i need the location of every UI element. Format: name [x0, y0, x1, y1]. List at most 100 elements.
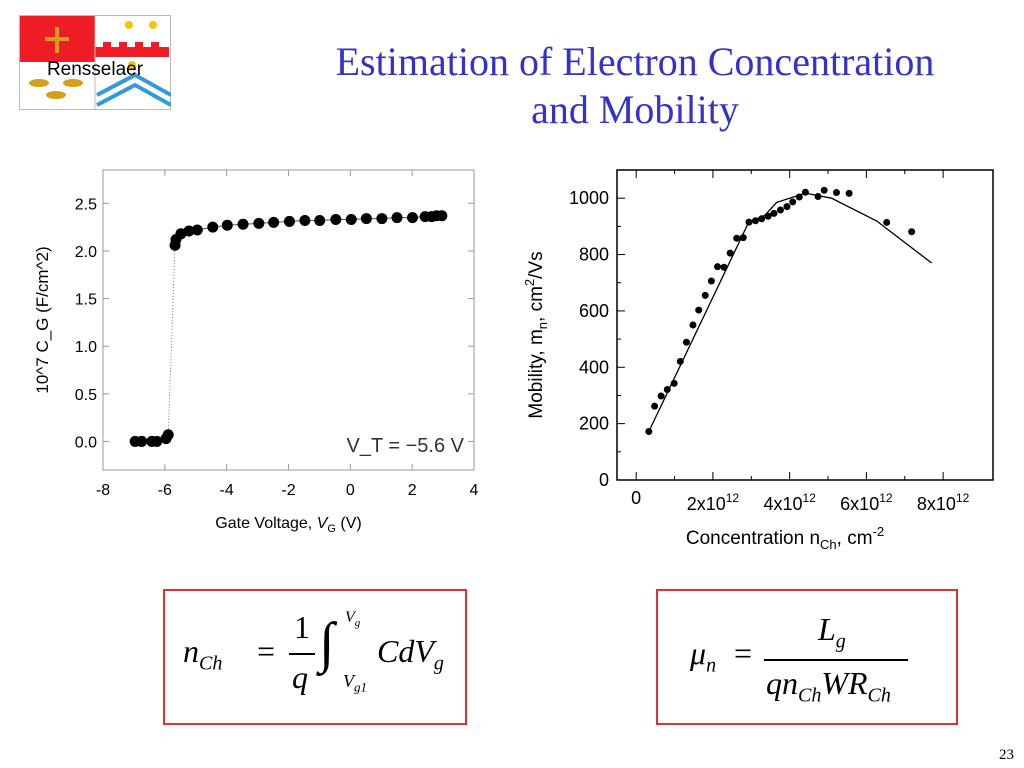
plot-frame — [616, 169, 994, 481]
lhs-symbol: μ — [690, 635, 707, 671]
formula-numerator: 1 — [294, 609, 310, 645]
y-tick-label: 1.0 — [75, 339, 97, 356]
mobility-chart: 0 2x1012 4x1012 6x1012 8x1012 0 200 400 600 800 10… — [522, 169, 994, 552]
data-point — [883, 218, 891, 226]
data-point — [745, 218, 753, 226]
lhs-symbol: n — [183, 633, 199, 669]
x-tick-label: 4 — [470, 482, 479, 499]
data-point — [663, 386, 671, 394]
numerator-symbol: L — [818, 611, 836, 647]
data-point — [436, 210, 448, 222]
y-axis-label: Mobility, mn, cm2/Vs — [522, 251, 550, 418]
title-line-1: Estimation of Electron Concentration — [335, 39, 935, 84]
concentration-formula-box: nCh = 1 q ∫ Vg Vg1 CdVg — [163, 589, 467, 725]
x-axis-label: Concentration nCh, cm-2 — [686, 524, 884, 552]
data-point — [651, 402, 659, 410]
data-point — [739, 234, 747, 242]
data-point — [314, 214, 326, 226]
data-point — [707, 277, 715, 285]
y-tick-label: 800 — [579, 245, 609, 265]
data-point — [752, 217, 760, 225]
data-point — [237, 218, 249, 230]
formula-lhs: μn — [690, 635, 716, 677]
capacitance-chart: -8 -6 -4 -2 0 2 4 0.0 0.5 1.0 1.5 2.0 2.5 V_T = −5.6 … — [33, 169, 479, 535]
x-axis-label: Gate Voltage, VG (V) — [215, 515, 361, 535]
x-tick-label: 0 — [346, 482, 355, 499]
formula-denominator: qnChWRCh — [766, 665, 891, 707]
y-tick-label: 1.5 — [75, 292, 97, 309]
upper-limit-subscript: g — [354, 617, 361, 630]
upper-limit: Vg — [345, 609, 360, 629]
y-tick-label: 1000 — [569, 188, 609, 208]
data-point — [645, 428, 653, 436]
x-tick-label: 2x1012 — [687, 491, 740, 514]
y-tick-label: 600 — [579, 301, 609, 321]
lower-limit: Vg1 — [343, 671, 367, 696]
transition-dotted-line — [167, 245, 176, 435]
data-point — [657, 392, 665, 400]
lhs-subscript: n — [706, 654, 717, 677]
fraction-bar — [289, 653, 315, 655]
y-tick-label: 2.0 — [75, 244, 97, 261]
x-tick-label: 8x1012 — [917, 491, 970, 514]
formula-lhs: nCh — [183, 633, 222, 675]
integrand-symbol: CdV — [377, 633, 434, 669]
data-point — [764, 212, 772, 220]
fraction-bar — [764, 659, 908, 661]
y-axis-label: 10^7 C_G (F/cm^2) — [33, 246, 52, 393]
slide-title: Estimation of Electron Concentration and… — [250, 38, 1020, 134]
lhs-subscript: Ch — [199, 652, 223, 675]
x-tick-label: -2 — [281, 482, 295, 499]
data-point — [299, 214, 311, 226]
data-point — [253, 217, 265, 229]
x-tick-label: -4 — [220, 482, 234, 499]
data-point — [689, 321, 697, 329]
data-point — [136, 435, 148, 447]
y-tick-label: 200 — [579, 414, 609, 434]
data-point — [770, 209, 778, 217]
plot-frame — [102, 169, 475, 471]
formula-denominator: q — [292, 659, 308, 695]
x-tick-label: -8 — [96, 482, 110, 499]
data-point — [406, 212, 418, 224]
data-point — [758, 215, 766, 223]
x-tick-label: 2 — [408, 482, 417, 499]
data-point — [695, 306, 703, 314]
data-point — [845, 189, 853, 197]
rensselaer-logo: Rensselaer — [19, 15, 172, 115]
lower-limit-subscript: g1 — [354, 679, 367, 695]
denominator-subscript-2: Ch — [867, 684, 891, 707]
data-point — [151, 435, 163, 447]
data-point — [268, 216, 280, 228]
integrand: CdVg — [377, 633, 444, 675]
denominator-subscript-1: Ch — [798, 684, 822, 707]
data-point — [701, 291, 709, 299]
formula-numerator: Lg — [818, 611, 846, 653]
data-point — [283, 215, 295, 227]
data-point — [207, 221, 219, 233]
y-tick-label: 0.5 — [75, 387, 97, 404]
data-point — [221, 219, 233, 231]
data-point — [789, 198, 797, 206]
formula-equals: = — [257, 633, 276, 669]
fit-line — [648, 192, 933, 432]
data-point — [820, 186, 828, 194]
data-point — [776, 206, 784, 214]
integrand-subscript: g — [433, 652, 444, 675]
data-point — [162, 429, 174, 441]
data-point — [670, 379, 678, 387]
numerator-subscript: g — [835, 630, 846, 653]
data-point — [795, 193, 803, 201]
mobility-formula-box: μn = Lg qnChWRCh — [656, 589, 958, 725]
data-point — [720, 263, 728, 271]
denominator-part-2: WR — [821, 665, 868, 701]
lower-limit-symbol: V — [343, 671, 354, 691]
data-point — [345, 214, 357, 226]
x-tick-label: 6x1012 — [840, 491, 893, 514]
formula-equals: = — [734, 635, 753, 671]
data-point — [733, 234, 741, 242]
data-point — [676, 357, 684, 365]
logo-graphic: Rensselaer — [19, 15, 172, 110]
data-point — [330, 214, 342, 226]
data-point — [714, 263, 722, 271]
